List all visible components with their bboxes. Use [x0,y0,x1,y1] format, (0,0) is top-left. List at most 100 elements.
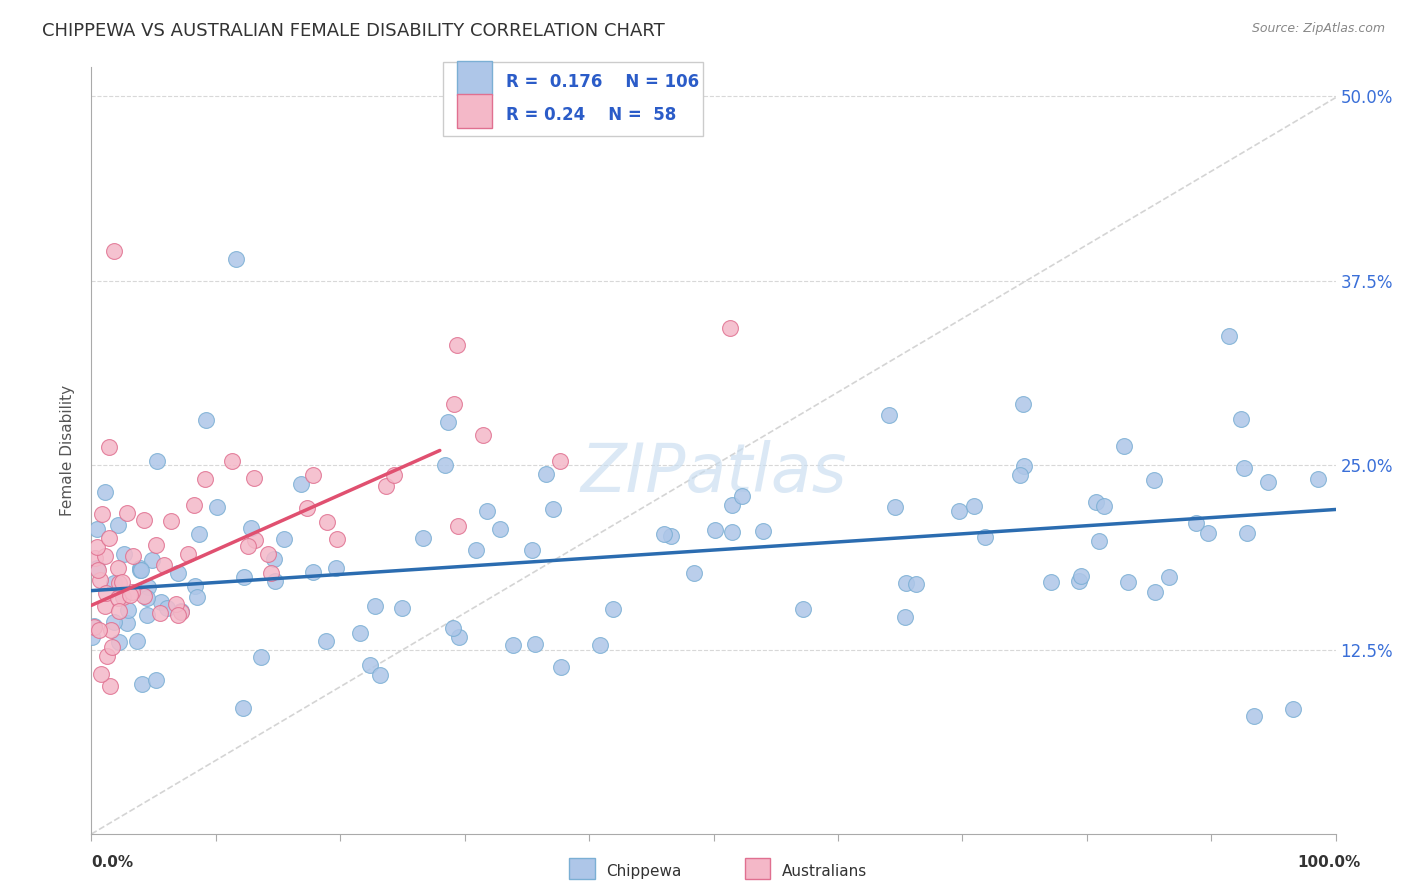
Point [879,408,901,422]
Point [260,566,283,581]
Point [115,615,138,630]
Point [894,609,917,624]
Point [963,499,986,513]
Y-axis label: Female Disability: Female Disability [60,384,76,516]
Point [1159,570,1181,584]
Point [194,472,217,486]
Point [1143,585,1166,599]
Point [107,517,129,532]
Point [718,321,741,335]
Point [447,518,470,533]
Point [146,454,169,468]
Point [446,338,468,352]
Point [652,526,675,541]
Point [136,580,159,594]
Point [107,561,129,575]
Point [135,607,157,622]
Point [134,589,156,603]
Text: 0.0%: 0.0% [91,855,134,870]
Point [1197,525,1219,540]
Point [534,467,557,482]
Point [1010,468,1032,483]
Point [721,525,744,540]
Point [315,634,337,648]
Point [94,586,117,600]
Text: ZIPatlas: ZIPatlas [581,441,846,507]
Point [176,547,198,561]
Point [703,524,725,538]
Point [141,553,163,567]
Point [1236,525,1258,540]
Point [884,500,907,514]
Point [434,458,457,472]
Point [792,602,814,616]
Point [550,659,572,673]
Point [250,650,273,665]
Point [150,594,173,608]
Point [118,588,141,602]
Point [1084,495,1107,509]
Text: R =  0.176    N = 106: R = 0.176 N = 106 [506,73,699,91]
Point [374,478,396,492]
Text: R = 0.24    N =  58: R = 0.24 N = 58 [506,106,676,124]
Text: Chippewa: Chippewa [606,864,682,879]
Point [100,623,122,637]
Point [188,526,211,541]
Point [273,532,295,546]
Point [107,635,129,649]
Point [129,563,152,577]
Point [412,531,434,545]
Point [159,514,181,528]
Point [243,533,266,547]
Point [302,467,325,482]
Point [1012,458,1035,473]
Point [86,561,108,575]
Point [83,550,105,565]
Point [166,566,188,581]
Point [243,471,266,485]
Point [129,561,152,575]
Point [683,566,706,580]
Point [103,244,125,259]
Point [973,531,995,545]
Point [443,397,465,411]
Point [391,601,413,615]
Point [368,667,391,681]
Text: Australians: Australians [782,864,868,879]
Point [238,540,260,554]
Point [107,576,129,591]
Point [96,649,118,664]
Point [111,590,134,604]
Point [441,621,464,635]
Point [94,484,117,499]
Point [87,563,110,577]
Point [135,591,157,605]
Point [221,454,243,468]
Point [1243,709,1265,723]
Point [207,500,229,514]
Point [602,601,624,615]
Point [107,604,129,618]
Point [752,524,775,539]
Point [121,585,143,599]
Point [721,498,744,512]
Point [295,501,318,516]
Point [83,618,105,632]
Point [364,599,387,613]
Point [169,604,191,618]
Point [82,630,104,644]
Point [1230,412,1253,426]
Point [89,573,111,587]
Text: Source: ZipAtlas.com: Source: ZipAtlas.com [1251,22,1385,36]
Point [194,412,217,426]
Point [183,498,205,512]
Point [145,539,167,553]
Point [127,633,149,648]
Point [1067,574,1090,588]
Point [436,415,458,429]
Point [94,549,117,564]
Point [1282,701,1305,715]
Point [131,677,153,691]
Point [122,549,145,563]
Point [472,428,495,442]
